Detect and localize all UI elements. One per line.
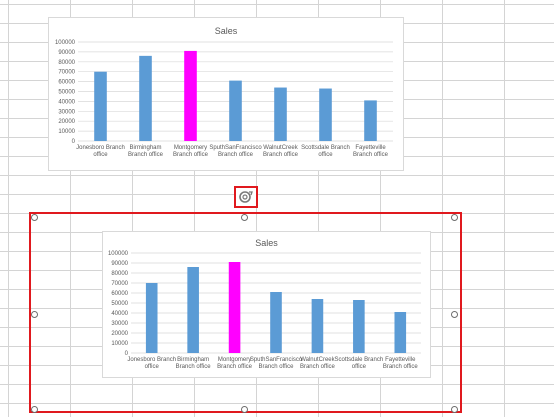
x-tick-label: Branch office bbox=[383, 364, 419, 370]
y-tick-label: 100000 bbox=[108, 251, 129, 257]
y-tick-label: 10000 bbox=[58, 129, 75, 135]
x-tick-label: Birmingham bbox=[177, 357, 209, 363]
x-tick-label: office bbox=[352, 364, 367, 370]
resize-handle-top[interactable] bbox=[241, 214, 248, 221]
y-tick-label: 20000 bbox=[58, 119, 75, 125]
y-tick-label: 80000 bbox=[111, 271, 128, 277]
y-tick-label: 30000 bbox=[111, 321, 128, 327]
chart-svg: Sales 0 10000 20000 30000 40000 50000 60000 7000… bbox=[108, 238, 421, 370]
chart-sales-selected[interactable]: Sales 0 10000 20000 30000 40000 50000 60000 7000… bbox=[102, 231, 431, 378]
x-tick-label: office bbox=[318, 152, 333, 158]
x-tick-label: Branch office bbox=[259, 364, 295, 370]
resize-handle-bottom-left[interactable] bbox=[31, 406, 38, 413]
bar bbox=[184, 50, 197, 141]
x-tick-label: Jonesboro Branch bbox=[76, 145, 125, 151]
x-tick-label: Fayetteville bbox=[355, 145, 386, 151]
bar bbox=[311, 299, 324, 353]
x-tick-label: Montgomery bbox=[174, 145, 207, 151]
x-tick-label: Scottsdale Branch bbox=[335, 357, 384, 363]
bar bbox=[274, 87, 287, 141]
bar bbox=[228, 262, 241, 353]
bar bbox=[353, 300, 365, 353]
resize-handle-bottom-right[interactable] bbox=[451, 406, 458, 413]
y-tick-label: 90000 bbox=[58, 50, 75, 56]
x-tick-label: Branch office bbox=[217, 364, 253, 370]
x-tick-label: Montgomery bbox=[218, 357, 251, 363]
resize-handle-top-right[interactable] bbox=[451, 214, 458, 221]
y-tick-label: 70000 bbox=[58, 70, 75, 76]
bar bbox=[319, 88, 332, 141]
x-tick-label: WalnutCreek bbox=[300, 357, 335, 363]
bar bbox=[187, 267, 199, 353]
y-tick-label: 0 bbox=[72, 139, 76, 145]
y-tick-label: 90000 bbox=[111, 261, 128, 267]
x-tick-label: office bbox=[93, 152, 108, 158]
y-tick-label: 70000 bbox=[111, 281, 128, 287]
y-tick-label: 50000 bbox=[111, 301, 128, 307]
y-tick-label: 100000 bbox=[55, 40, 76, 46]
y-tick-label: 80000 bbox=[58, 60, 75, 66]
x-tick-label: Branch office bbox=[263, 152, 299, 158]
x-tick-label: Branch office bbox=[128, 152, 164, 158]
bar bbox=[364, 100, 377, 141]
bar bbox=[394, 312, 407, 353]
y-tick-label: 50000 bbox=[58, 90, 75, 96]
y-tick-label: 10000 bbox=[111, 341, 128, 347]
x-tick-label: Branch office bbox=[353, 152, 389, 158]
x-tick-label: office bbox=[145, 364, 160, 370]
x-tick-label: Scottsdale Branch bbox=[301, 145, 350, 151]
rotate-handle-icon bbox=[238, 190, 254, 204]
x-tick-label: Fayetteville bbox=[385, 357, 416, 363]
bar bbox=[94, 71, 107, 141]
x-tick-label: Branch office bbox=[300, 364, 336, 370]
bar bbox=[145, 283, 158, 353]
x-tick-label: Branch office bbox=[218, 152, 254, 158]
x-tick-label: WalnutCreek bbox=[263, 145, 298, 151]
x-tick-label: SputhSanFrancisco bbox=[209, 145, 262, 151]
y-tick-label: 0 bbox=[125, 351, 129, 357]
x-tick-label: Birmingham bbox=[129, 145, 161, 151]
bar bbox=[270, 292, 282, 353]
chart-title: Sales bbox=[255, 238, 278, 248]
x-tick-label: Branch office bbox=[176, 364, 212, 370]
resize-handle-left[interactable] bbox=[31, 311, 38, 318]
y-tick-label: 40000 bbox=[111, 311, 128, 317]
y-tick-label: 30000 bbox=[58, 109, 75, 115]
chart-svg: Sales 0 10000 20000 30000 40000 50000 60000 7000… bbox=[55, 26, 393, 158]
chart-sales-top[interactable]: Sales 0 10000 20000 30000 40000 50000 60000 7000… bbox=[48, 17, 404, 171]
rotate-handle-button[interactable] bbox=[234, 186, 258, 208]
bar bbox=[229, 80, 242, 141]
y-tick-label: 60000 bbox=[58, 80, 75, 86]
y-tick-label: 60000 bbox=[111, 291, 128, 297]
x-tick-label: SputhSanFrancisco bbox=[250, 357, 303, 363]
bar bbox=[139, 55, 152, 141]
x-tick-label: Branch office bbox=[173, 152, 209, 158]
resize-handle-top-left[interactable] bbox=[31, 214, 38, 221]
chart-title: Sales bbox=[215, 26, 238, 36]
resize-handle-bottom[interactable] bbox=[241, 406, 248, 413]
x-tick-label: Jonesboro Branch bbox=[127, 357, 176, 363]
resize-handle-right[interactable] bbox=[451, 311, 458, 318]
y-tick-label: 20000 bbox=[111, 331, 128, 337]
y-tick-label: 40000 bbox=[58, 99, 75, 105]
